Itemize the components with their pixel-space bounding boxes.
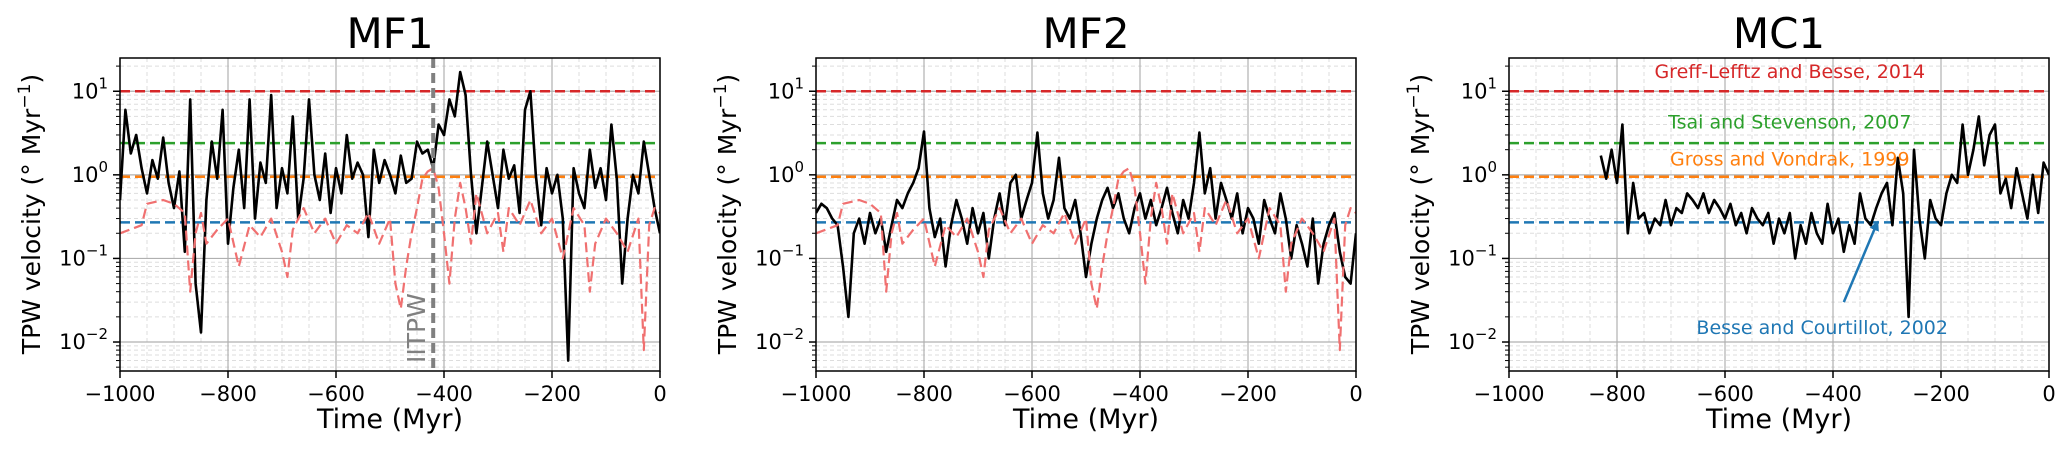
x-tick-label: −400	[415, 382, 473, 406]
y-tick-label: 10−1	[1448, 241, 1497, 270]
y-axis-label: TPW velocity (° Myr−1)	[711, 74, 742, 355]
series-group	[816, 130, 1356, 352]
y-axis-label-sup: −1	[15, 84, 35, 109]
y-axis-label-close: )	[17, 74, 46, 84]
x-tick-label: −200	[1219, 382, 1277, 406]
annotation-label: Gross and Vondrak, 1999	[1670, 148, 1910, 170]
y-tick-label: 10−2	[755, 325, 804, 354]
x-tick-label: −400	[1111, 382, 1169, 406]
y-tick-label: 101	[72, 74, 108, 103]
y-tick-label: 10−2	[1448, 325, 1497, 354]
x-tick-label: 0	[2042, 382, 2055, 406]
chart-marks: −1000 −800 −600 −400 −200 0 10−2 10−1 100 101	[755, 57, 1363, 406]
panel-title: MF2	[1042, 9, 1129, 58]
chart-marks: Greff-Lefftz and Besse, 2014 Tsai and Ste…	[1448, 57, 2056, 406]
panel-title: MC1	[1733, 9, 1825, 58]
annotation-label: Greff-Lefftz and Besse, 2014	[1654, 61, 1925, 83]
x-axis-label: Time (Myr)	[1012, 404, 1159, 435]
y-tick-label: 101	[1461, 74, 1497, 103]
model-series-line	[120, 70, 660, 362]
y-tick-label: 10−1	[59, 241, 108, 270]
x-tick-label: −1000	[780, 382, 851, 406]
y-tick-label: 100	[768, 158, 804, 187]
x-tick-label: −400	[1804, 382, 1862, 406]
model-series-line	[1599, 115, 2049, 319]
y-tick-label: 100	[72, 158, 108, 187]
x-tick-label: 0	[653, 382, 666, 406]
y-axis-label: TPW velocity (° Myr−1)	[15, 74, 46, 355]
panel-title: MF1	[346, 9, 433, 58]
y-tick-label: 101	[768, 74, 804, 103]
annotation-label: Besse and Courtillot, 2002	[1696, 317, 1948, 339]
panel-mc1: MC1 TPW velocity (° Myr−1) Time (Myr) Gr…	[1404, 9, 2056, 435]
annotation-label: Tsai and Stevenson, 2007	[1667, 111, 1911, 133]
y-axis-label-close: )	[1406, 74, 1435, 84]
series-group	[120, 70, 660, 362]
series-group	[1599, 115, 2049, 319]
x-tick-label: −200	[523, 382, 581, 406]
x-tick-label: −600	[1003, 382, 1061, 406]
y-axis-label-text: TPW velocity (° Myr	[713, 108, 742, 355]
x-tick-label: −600	[307, 382, 365, 406]
chart-marks: IITPW −1000 −800 −600 −400 −200 0 10−2 10−1 100 10…	[59, 57, 667, 406]
x-tick-label: −600	[1696, 382, 1754, 406]
y-tick-label: 100	[1461, 158, 1497, 187]
y-axis-label-text: TPW velocity (° Myr	[17, 108, 46, 355]
event-marker-label: IITPW	[402, 293, 431, 363]
x-tick-label: −1000	[84, 382, 155, 406]
panel-mf2: MF2 TPW velocity (° Myr−1) Time (Myr) −1…	[711, 9, 1363, 435]
y-axis-label-sup: −1	[1404, 84, 1424, 109]
x-tick-label: 0	[1349, 382, 1362, 406]
y-tick-label: 10−1	[755, 241, 804, 270]
y-axis-label-text: TPW velocity (° Myr	[1406, 108, 1435, 355]
x-tick-label: −1000	[1473, 382, 1544, 406]
y-axis-label-sup: −1	[711, 84, 731, 109]
panel-mf1: MF1 TPW velocity (° Myr−1) Time (Myr) II…	[15, 9, 667, 435]
x-tick-label: −800	[895, 382, 953, 406]
axes-frame	[119, 57, 661, 372]
x-tick-label: −800	[1588, 382, 1646, 406]
comparison-series-line	[816, 167, 1356, 352]
x-axis-label: Time (Myr)	[1705, 404, 1852, 435]
axes-frame	[815, 57, 1357, 372]
y-axis-label: TPW velocity (° Myr−1)	[1404, 74, 1435, 355]
y-axis-label-close: )	[713, 74, 742, 84]
annotation-arrow	[1842, 220, 1879, 303]
model-series-line	[816, 130, 1356, 319]
x-tick-label: −800	[199, 382, 257, 406]
x-tick-label: −200	[1912, 382, 1970, 406]
comparison-series-line	[120, 167, 660, 352]
axes-frame	[1508, 57, 2050, 372]
y-tick-label: 10−2	[59, 325, 108, 354]
x-axis-label: Time (Myr)	[316, 404, 463, 435]
